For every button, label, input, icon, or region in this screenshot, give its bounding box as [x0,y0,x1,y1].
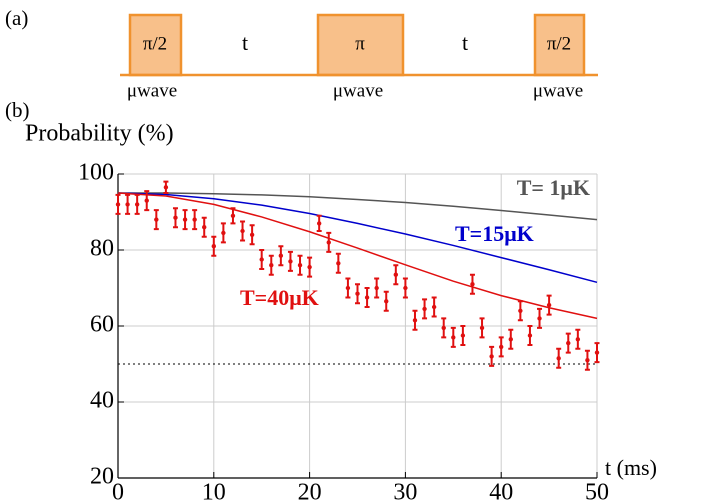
y-tick-label: 80 [90,236,114,262]
data-point [460,333,466,338]
y-axis-label: Probability (%) [25,121,174,147]
data-point [556,356,561,361]
pulse-label: π [355,33,365,54]
data-point [230,213,236,218]
data-point [259,257,264,262]
y-tick-label: 100 [78,160,114,186]
data-point [182,217,188,222]
data-point [307,264,312,270]
data-point [278,253,284,258]
data-point [240,228,245,234]
data-point [297,263,303,268]
data-point [499,344,504,350]
data-point [566,340,571,346]
data-point [527,333,533,338]
data-point [355,291,360,296]
data-point [326,240,331,245]
data-point [508,337,513,342]
y-tick-label: 60 [90,312,114,338]
data-point [316,221,322,226]
panel-label: (b) [5,98,30,122]
data-point [594,350,600,355]
data-point [192,217,197,222]
x-tick-label: 50 [585,480,609,502]
y-tick-label: 40 [90,388,114,414]
data-point [163,185,169,190]
data-point [384,299,389,304]
data-point [575,337,581,342]
data-point [336,261,341,266]
y-tick-label: 20 [90,464,114,490]
data-point [489,354,494,359]
pulse-label: π/2 [547,33,571,54]
data-point [115,202,121,207]
data-point [479,325,485,331]
data-point [125,202,130,207]
data-point [412,318,418,323]
fit-curve [118,192,598,221]
data-point [269,263,274,268]
data-point [585,358,590,363]
data-point [537,316,542,321]
x-tick-label: 0 [112,480,124,502]
pulse-caption: μwave [333,80,383,101]
pulse-sequence [120,13,598,77]
data-point [154,217,159,222]
data-point [173,215,178,220]
data-point [422,306,427,312]
curve-label: T=15μK [455,221,534,246]
data-point [393,272,399,277]
data-point [221,230,226,236]
data-point [211,244,216,249]
data-point [144,198,149,203]
data-point [518,308,523,313]
fit-curve [117,192,598,320]
data-point [441,325,446,331]
data-point [249,232,255,237]
data-point [546,302,552,308]
pulse-caption: μwave [533,80,583,101]
x-tick-label: 20 [298,480,322,502]
x-tick-label: 30 [393,480,417,502]
data-point [403,285,408,291]
x-axis-label: t (ms) [605,455,657,480]
gap-label: t [462,30,468,55]
curve-label: T= 1μK [517,175,590,200]
data-point [451,335,456,340]
data-point [288,259,293,264]
data-point [364,295,370,300]
pulse-caption: μwave [127,80,177,101]
data-point [345,285,351,291]
data-point [374,285,379,291]
data-point [470,282,475,287]
panel-label: (a) [5,6,28,30]
pulse-label: π/2 [143,33,167,54]
data-point [134,202,140,207]
fit-curve [117,192,598,284]
x-tick-label: 10 [202,480,226,502]
data-point [431,304,437,310]
gap-label: t [242,30,248,55]
x-tick-label: 40 [489,480,513,502]
curve-label: T=40μK [240,285,319,310]
data-point [202,225,207,230]
